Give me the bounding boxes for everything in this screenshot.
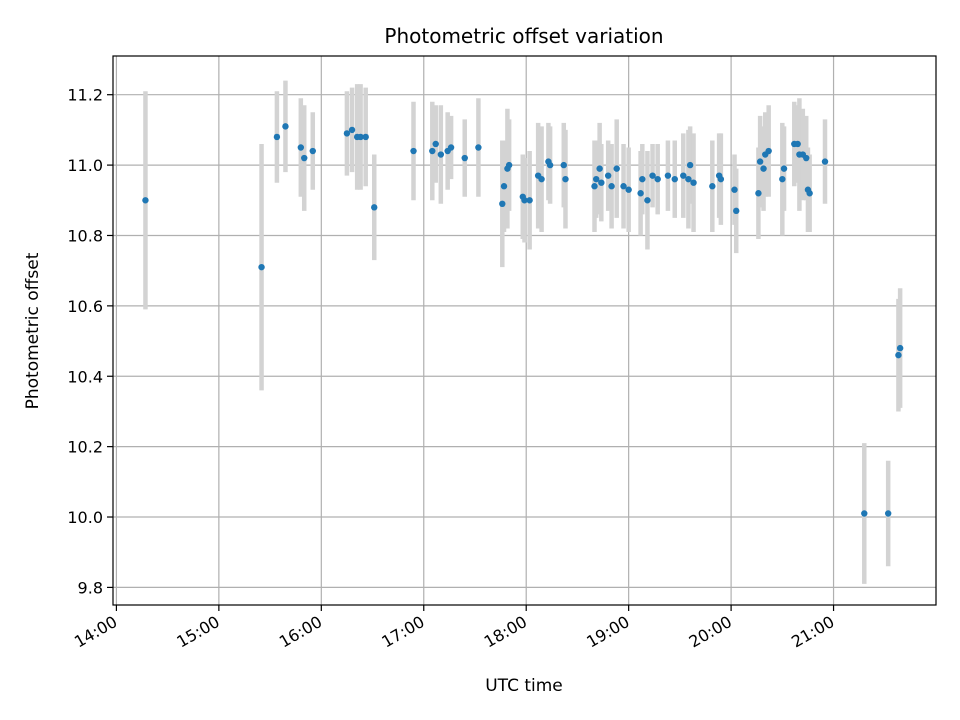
data-point (806, 190, 813, 197)
data-point (591, 183, 598, 190)
data-point (733, 207, 740, 215)
data-point (475, 144, 482, 151)
y-tick-label: 11.2 (67, 86, 103, 105)
data-point (142, 197, 149, 204)
data-point (780, 165, 788, 172)
y-tick-label: 10.4 (67, 367, 103, 386)
data-point (273, 133, 281, 141)
data-point (779, 175, 786, 183)
data-point (560, 161, 567, 169)
data-point (526, 197, 533, 204)
data-point (538, 175, 545, 183)
data-point (410, 147, 417, 155)
data-point (794, 140, 801, 148)
data-point (604, 172, 612, 179)
x-axis-title: UTC time (485, 676, 563, 696)
data-point (613, 165, 620, 172)
data-point (362, 133, 369, 141)
y-axis-title: Photometric offset (23, 252, 43, 409)
data-point (371, 204, 378, 211)
data-point (297, 144, 305, 151)
data-point (654, 175, 661, 183)
data-point (562, 175, 569, 183)
data-point (505, 161, 513, 169)
data-point (861, 510, 868, 517)
y-tick-label: 10.0 (67, 508, 103, 527)
data-point (896, 344, 904, 352)
y-axis-ticks: 9.8 10.0 10.2 10.4 10.6 10.8 11.0 11.2 (67, 86, 113, 597)
data-point (357, 133, 364, 141)
data-point (499, 200, 506, 208)
data-point (432, 140, 439, 148)
data-point (625, 186, 632, 193)
data-point (664, 172, 672, 179)
data-point (500, 183, 508, 190)
data-point (593, 175, 600, 183)
data-point (447, 144, 455, 151)
y-tick-label: 10.2 (67, 438, 103, 457)
data-point (686, 161, 694, 169)
data-point (521, 197, 528, 204)
y-tick-label: 9.8 (78, 578, 103, 597)
data-point (282, 123, 289, 130)
data-point (309, 147, 316, 155)
data-point (821, 158, 829, 165)
data-point (760, 165, 767, 172)
data-point (884, 510, 892, 517)
data-point (429, 147, 436, 155)
data-point (895, 351, 902, 359)
data-point (731, 186, 738, 193)
data-point (690, 179, 697, 186)
data-point (680, 172, 687, 179)
data-point (596, 165, 603, 172)
data-point (639, 175, 646, 183)
data-point (671, 175, 678, 183)
chart-title: Photometric offset variation (384, 24, 663, 48)
data-point (546, 161, 554, 169)
data-point (649, 172, 656, 179)
data-point (258, 263, 265, 271)
data-point (343, 130, 351, 137)
data-points (142, 123, 904, 517)
data-point (803, 154, 810, 162)
data-point (644, 197, 651, 204)
data-point (765, 147, 772, 155)
data-point (709, 183, 716, 190)
data-point (620, 183, 627, 190)
plot-area-frame (112, 55, 937, 606)
data-point (637, 190, 644, 197)
data-point (755, 190, 762, 197)
data-point (301, 154, 308, 162)
data-point (608, 183, 615, 190)
data-point (348, 126, 356, 134)
y-tick-label: 11.0 (67, 156, 103, 175)
data-point (461, 154, 468, 162)
data-point (717, 175, 725, 183)
y-tick-label: 10.8 (67, 226, 103, 245)
data-point (598, 179, 605, 186)
y-tick-label: 10.6 (67, 297, 103, 316)
data-point (756, 158, 764, 165)
data-point (437, 151, 445, 158)
data-point (685, 175, 692, 183)
